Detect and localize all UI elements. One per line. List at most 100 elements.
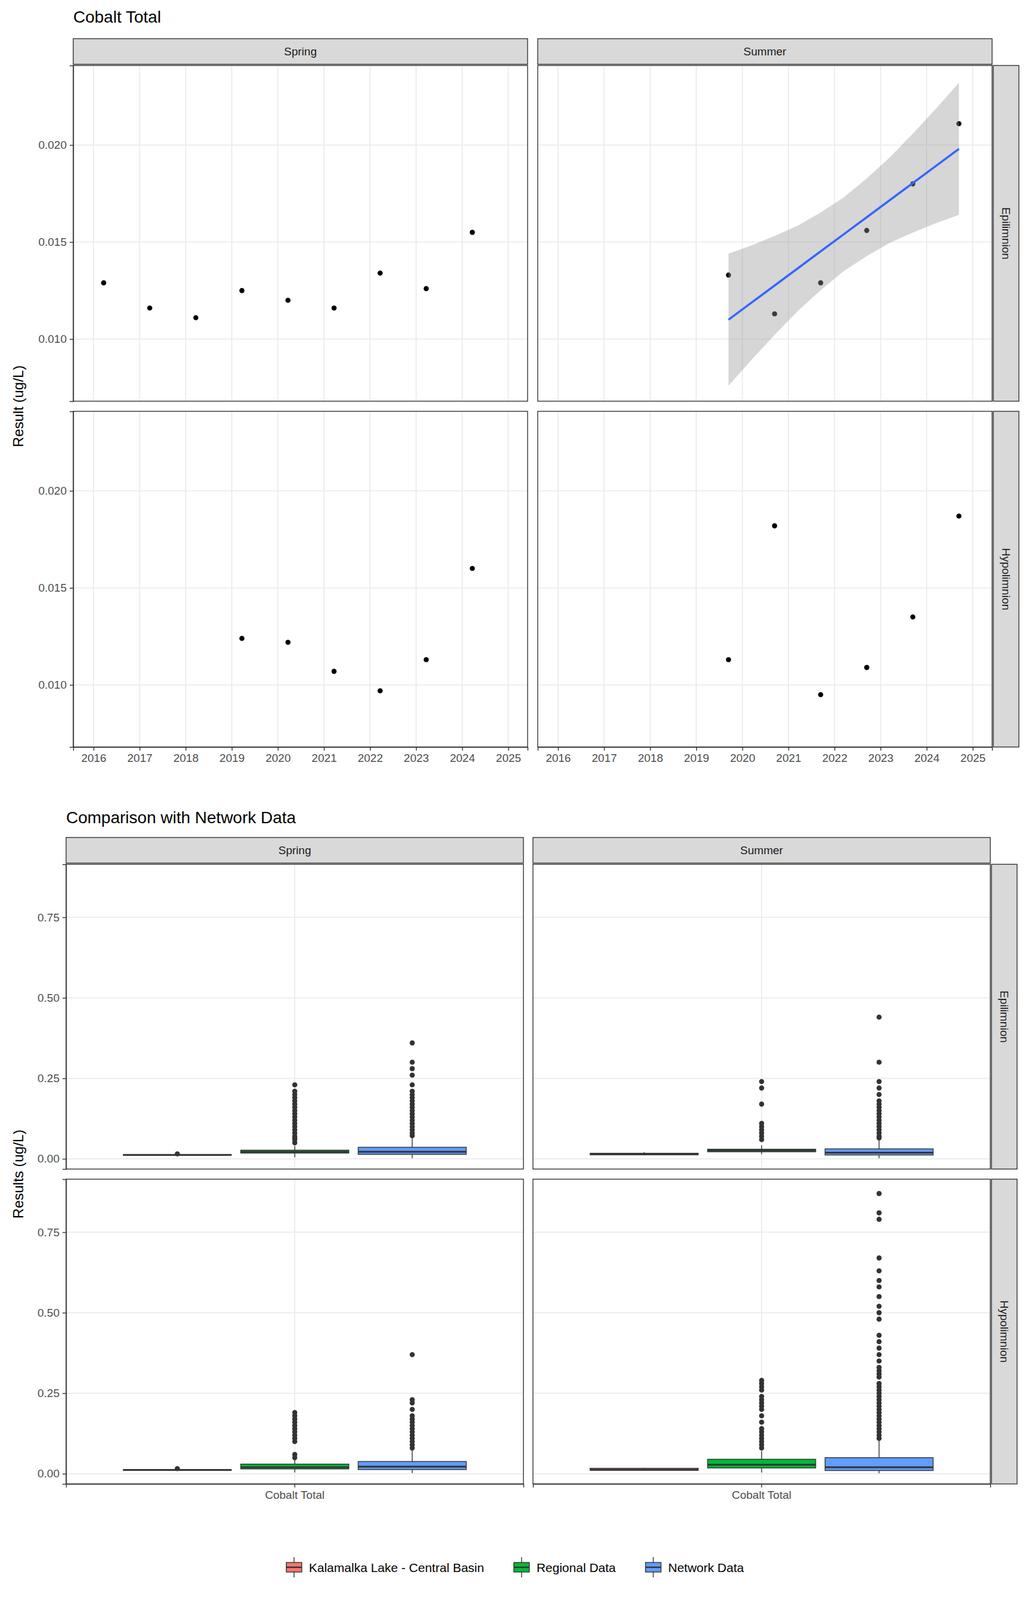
- outlier: [409, 1352, 416, 1358]
- tick-mark: [185, 747, 187, 751]
- grid-line-x: [649, 411, 651, 748]
- point: [331, 669, 338, 675]
- strip-right: Hypolimnion: [991, 1179, 1018, 1485]
- tick-label: 0.015: [38, 235, 67, 249]
- panel: Spring0.000.250.500.75: [37, 837, 524, 1171]
- grid-line-y: [537, 684, 993, 686]
- confidence-band: [728, 82, 959, 386]
- tick-mark: [62, 1474, 67, 1476]
- panel-background: [537, 65, 993, 402]
- point: [864, 665, 870, 671]
- legend-item: Network Data: [645, 1557, 745, 1579]
- outlier: [876, 1079, 882, 1085]
- outlier: [759, 1394, 765, 1400]
- strip-label: Hypolimnion: [998, 1301, 1011, 1364]
- outlier: [409, 1413, 416, 1420]
- panel: SummerEpilimnion: [532, 837, 1018, 1170]
- tick-label: 2018: [637, 752, 663, 765]
- panel-border: [73, 65, 528, 402]
- tick-label: 2025: [960, 752, 986, 765]
- strip-background: [993, 411, 1019, 748]
- strip-label: Spring: [284, 45, 317, 58]
- grid-line-x: [925, 65, 928, 402]
- grid-line-x: [139, 411, 141, 748]
- whisker-lower: [412, 1470, 413, 1474]
- strip-label: Spring: [278, 844, 312, 857]
- point: [469, 566, 476, 572]
- point: [331, 305, 338, 311]
- whisker-upper: [412, 1450, 413, 1462]
- whisker-upper: [878, 1140, 880, 1150]
- tick: 0.015: [38, 581, 74, 595]
- box-median: [358, 1466, 467, 1468]
- tick-label: 2019: [219, 752, 245, 765]
- tick-mark: [880, 747, 882, 751]
- tick-mark: [231, 747, 233, 751]
- grid-line-x: [231, 411, 233, 748]
- axis-line: [73, 747, 529, 752]
- tick: 2020: [730, 747, 756, 765]
- grid-line-x: [787, 411, 790, 748]
- tick-mark: [294, 1484, 295, 1489]
- box-body: [358, 1461, 467, 1471]
- box: [825, 1191, 934, 1475]
- grid: [537, 411, 993, 748]
- outlier: [876, 1381, 882, 1387]
- box: [240, 1410, 349, 1474]
- axis-line: [62, 1180, 67, 1486]
- panel-border: [532, 864, 991, 1170]
- grid: [66, 1179, 524, 1485]
- tick: 0.25: [37, 1387, 67, 1400]
- chart-title: Comparison with Network Data: [66, 808, 296, 828]
- outlier: [876, 1310, 882, 1317]
- box-median: [825, 1152, 934, 1155]
- marks: [123, 1040, 467, 1159]
- strip-background: [66, 837, 524, 864]
- panel-border: [66, 864, 524, 1170]
- grid-line-x: [139, 65, 141, 402]
- strip-top: Spring: [66, 837, 524, 864]
- panel-background: [73, 65, 528, 402]
- outlier: [876, 1346, 882, 1352]
- point: [469, 229, 476, 236]
- tick-label: 2023: [868, 752, 894, 765]
- outlier: [759, 1102, 765, 1108]
- grid: [66, 864, 524, 1170]
- tick-mark: [62, 1078, 67, 1080]
- legend-key-median: [513, 1567, 530, 1569]
- outlier: [876, 1191, 882, 1197]
- grid-line-x: [415, 65, 417, 402]
- tick-mark: [69, 241, 74, 243]
- tick: 2018: [173, 747, 199, 765]
- tick-label: 0.50: [37, 992, 60, 1005]
- tick-mark: [696, 747, 697, 751]
- grid-line-x: [925, 411, 928, 748]
- tick-mark: [603, 747, 605, 751]
- tick-label: 0.015: [38, 581, 67, 595]
- grid-line-y: [73, 338, 528, 341]
- tick-label: 2016: [80, 752, 106, 765]
- tick-mark: [277, 747, 279, 751]
- grid-line-x: [415, 411, 417, 748]
- tick: 0.00: [37, 1152, 67, 1166]
- tick: 2021: [775, 747, 801, 765]
- strip-right: Epilimnion: [991, 864, 1018, 1170]
- grid-line-x: [972, 65, 974, 402]
- tick-mark: [62, 1313, 67, 1314]
- box: [707, 1079, 816, 1156]
- point: [818, 692, 824, 698]
- whisker-upper: [294, 1146, 295, 1151]
- grid-line-x: [603, 65, 606, 402]
- marks: [725, 82, 962, 386]
- outlier: [876, 1304, 882, 1310]
- outlier: [409, 1059, 416, 1066]
- marks: [123, 1352, 467, 1474]
- box-body: [590, 1153, 698, 1155]
- tick: 2025: [960, 747, 986, 765]
- grid-line-x: [507, 65, 510, 402]
- point: [956, 513, 962, 520]
- box-body: [240, 1464, 349, 1470]
- tick-label: 2020: [730, 752, 756, 765]
- grid-line-x: [972, 411, 974, 748]
- marks: [101, 229, 476, 321]
